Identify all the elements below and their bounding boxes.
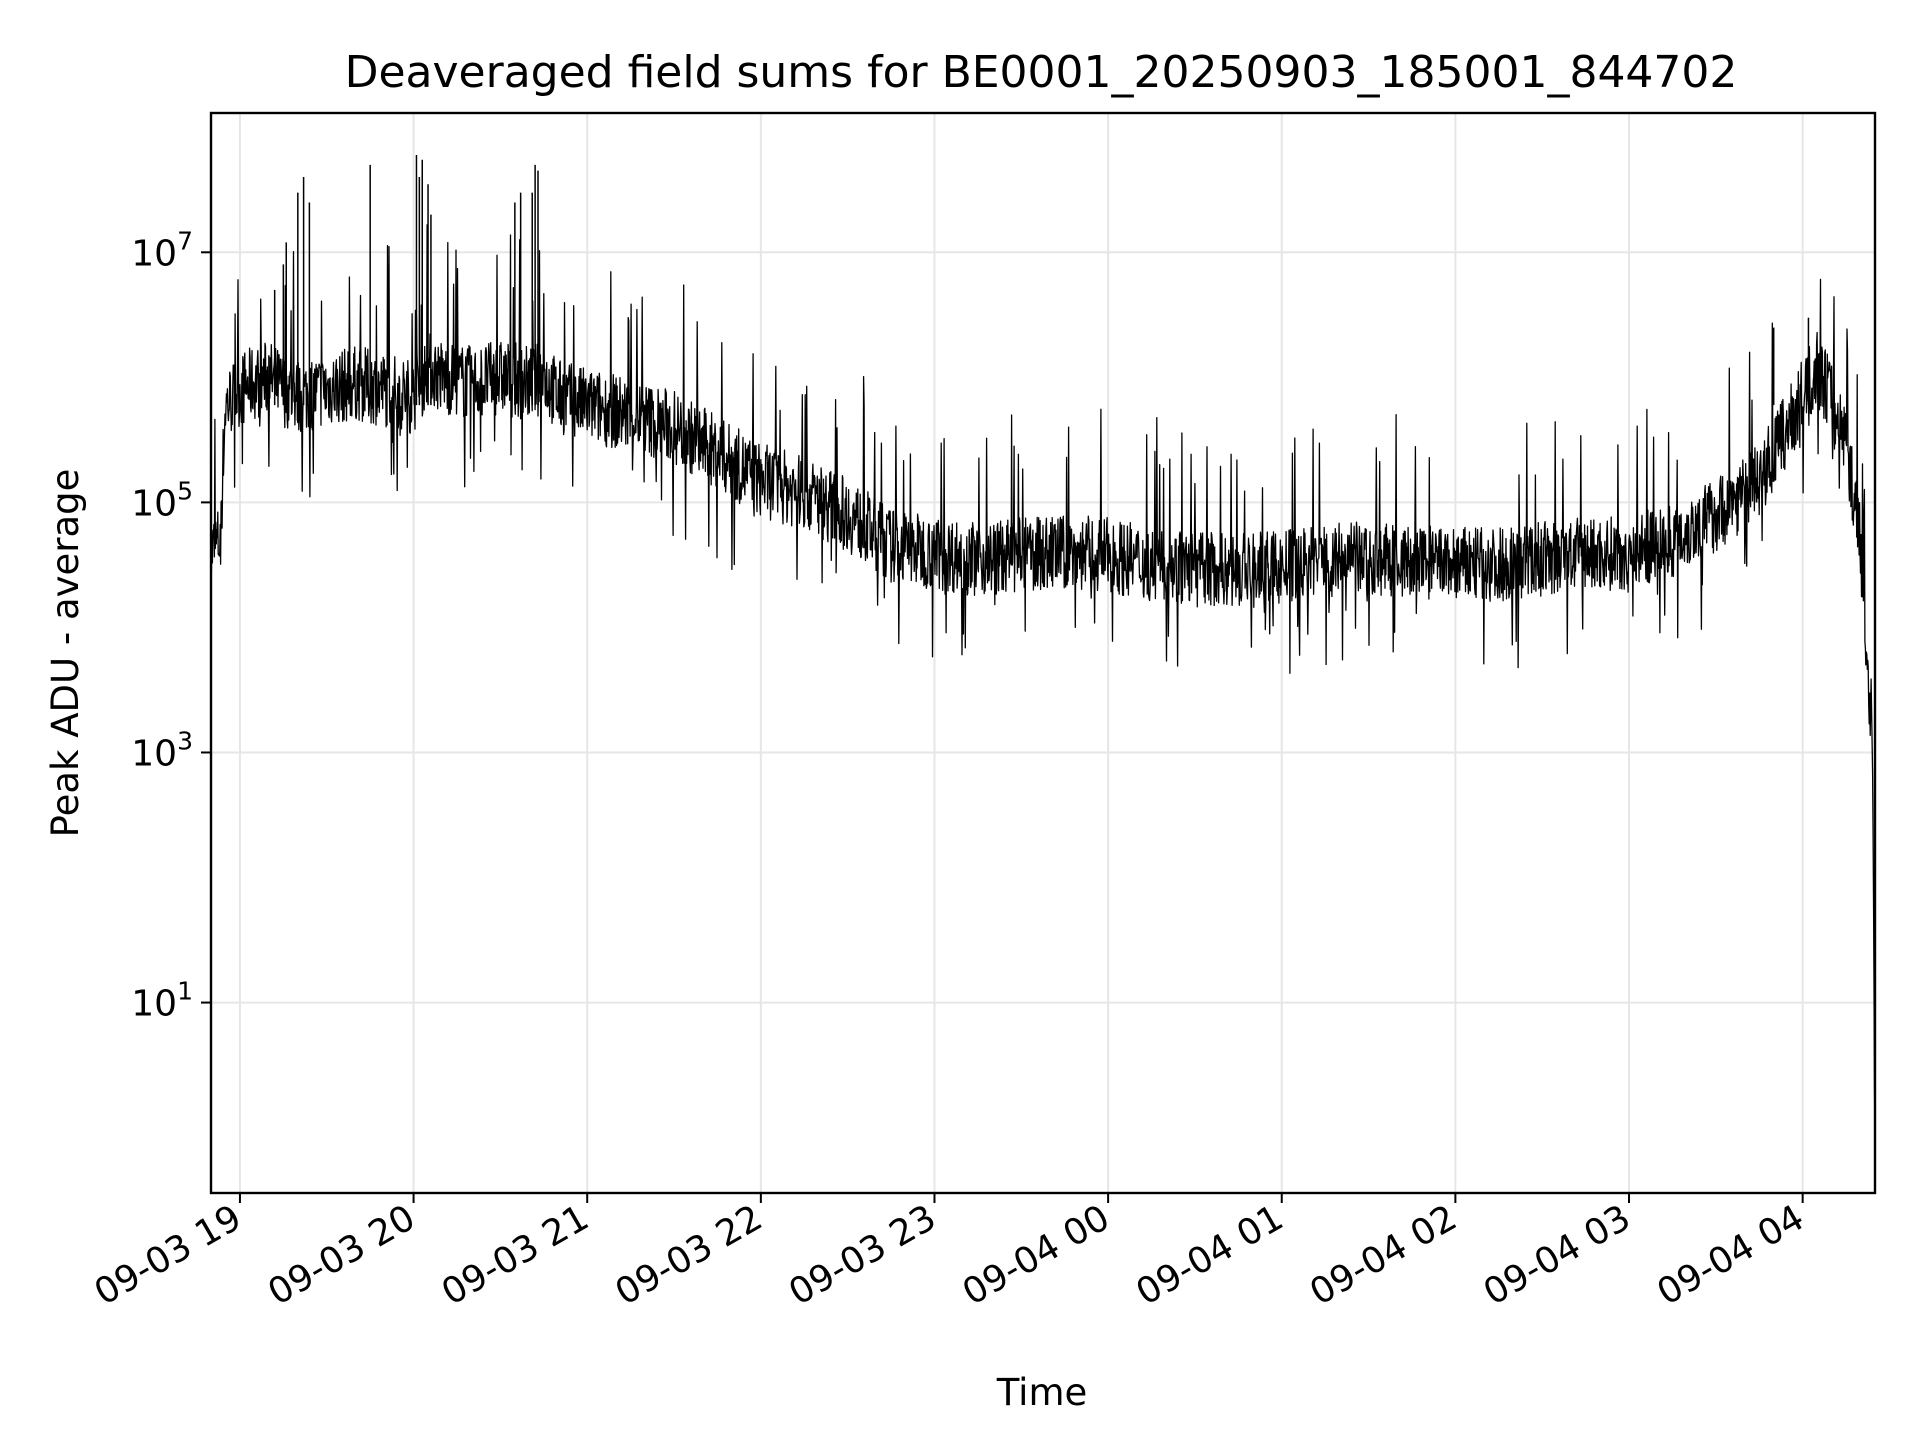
y-tick-label: 101 <box>131 977 193 1025</box>
y-tick-base: 10 <box>131 733 177 774</box>
y-tick-exponent: 3 <box>177 726 193 755</box>
y-tick-label: 103 <box>131 726 193 774</box>
y-tick-label: 105 <box>131 476 193 524</box>
plot-frame <box>209 111 1877 1195</box>
plot-series <box>210 154 1876 1128</box>
y-tick-base: 10 <box>131 233 177 274</box>
x-axis-label: Time <box>996 1371 1088 1414</box>
y-axis-label: Peak ADU - average <box>44 469 87 838</box>
y-tick-label: 107 <box>131 226 193 274</box>
series-line <box>210 224 1876 1128</box>
y-tick-exponent: 1 <box>177 977 193 1006</box>
y-tick-base: 10 <box>131 483 177 524</box>
chart-title: Deaveraged field sums for BE0001_2025090… <box>345 47 1738 98</box>
y-tick-base: 10 <box>131 984 177 1025</box>
y-tick-exponent: 7 <box>177 226 193 255</box>
y-tick-exponent: 5 <box>177 476 193 505</box>
grid-lines <box>211 113 1875 1193</box>
